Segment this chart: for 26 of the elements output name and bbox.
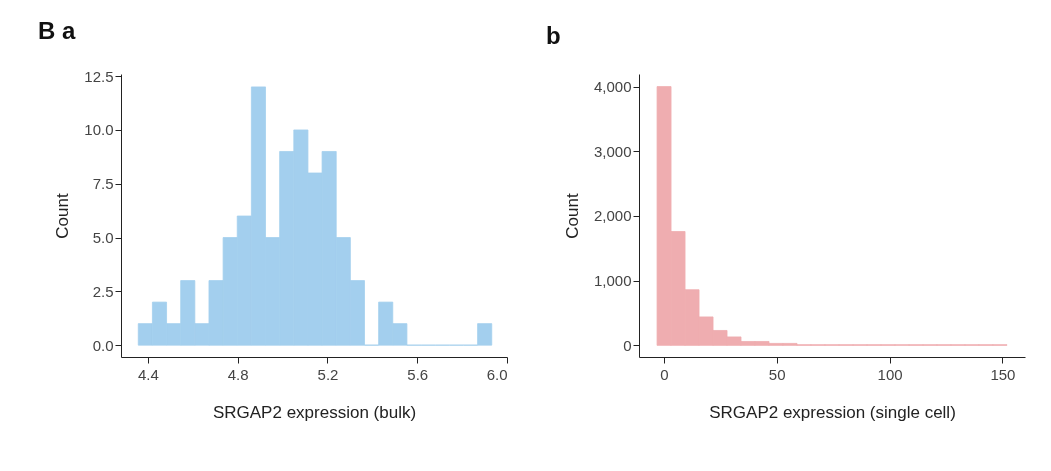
y-tick-label: 5.0 [92, 229, 114, 247]
y-tick-label: 0 [623, 336, 632, 354]
y-tick-label: 0.0 [92, 336, 114, 354]
x-tick-label: 50 [768, 365, 786, 383]
y-tick-label: 1,000 [593, 272, 632, 290]
y-tick-label: 3,000 [593, 142, 632, 160]
x-tick-label: 0 [660, 365, 669, 383]
y-tick-label: 4,000 [593, 78, 632, 96]
x-tick-label: 4.4 [138, 365, 159, 383]
x-axis-title: SRGAP2 expression (bulk) [212, 402, 417, 422]
y-tick-label: 10.0 [84, 121, 114, 139]
y-tick-label: 7.5 [92, 175, 114, 193]
x-tick-label: 5.2 [317, 365, 339, 383]
y-tick-label: 2.5 [92, 282, 114, 300]
x-tick-label: 5.6 [407, 365, 429, 383]
x-tick-label: 100 [877, 365, 903, 383]
y-tick-label: 12.5 [84, 67, 114, 85]
x-tick-label: 150 [990, 365, 1016, 383]
chart-title: B a [38, 17, 76, 45]
x-axis-title: SRGAP2 expression (single cell) [709, 402, 956, 422]
y-axis-title: Count [562, 193, 582, 239]
chart-title: b [546, 22, 561, 49]
y-axis-title: Count [53, 193, 73, 239]
y-tick-label: 2,000 [593, 207, 632, 225]
x-tick-label: 4.8 [227, 365, 249, 383]
x-tick-label: 6.0 [486, 365, 508, 383]
